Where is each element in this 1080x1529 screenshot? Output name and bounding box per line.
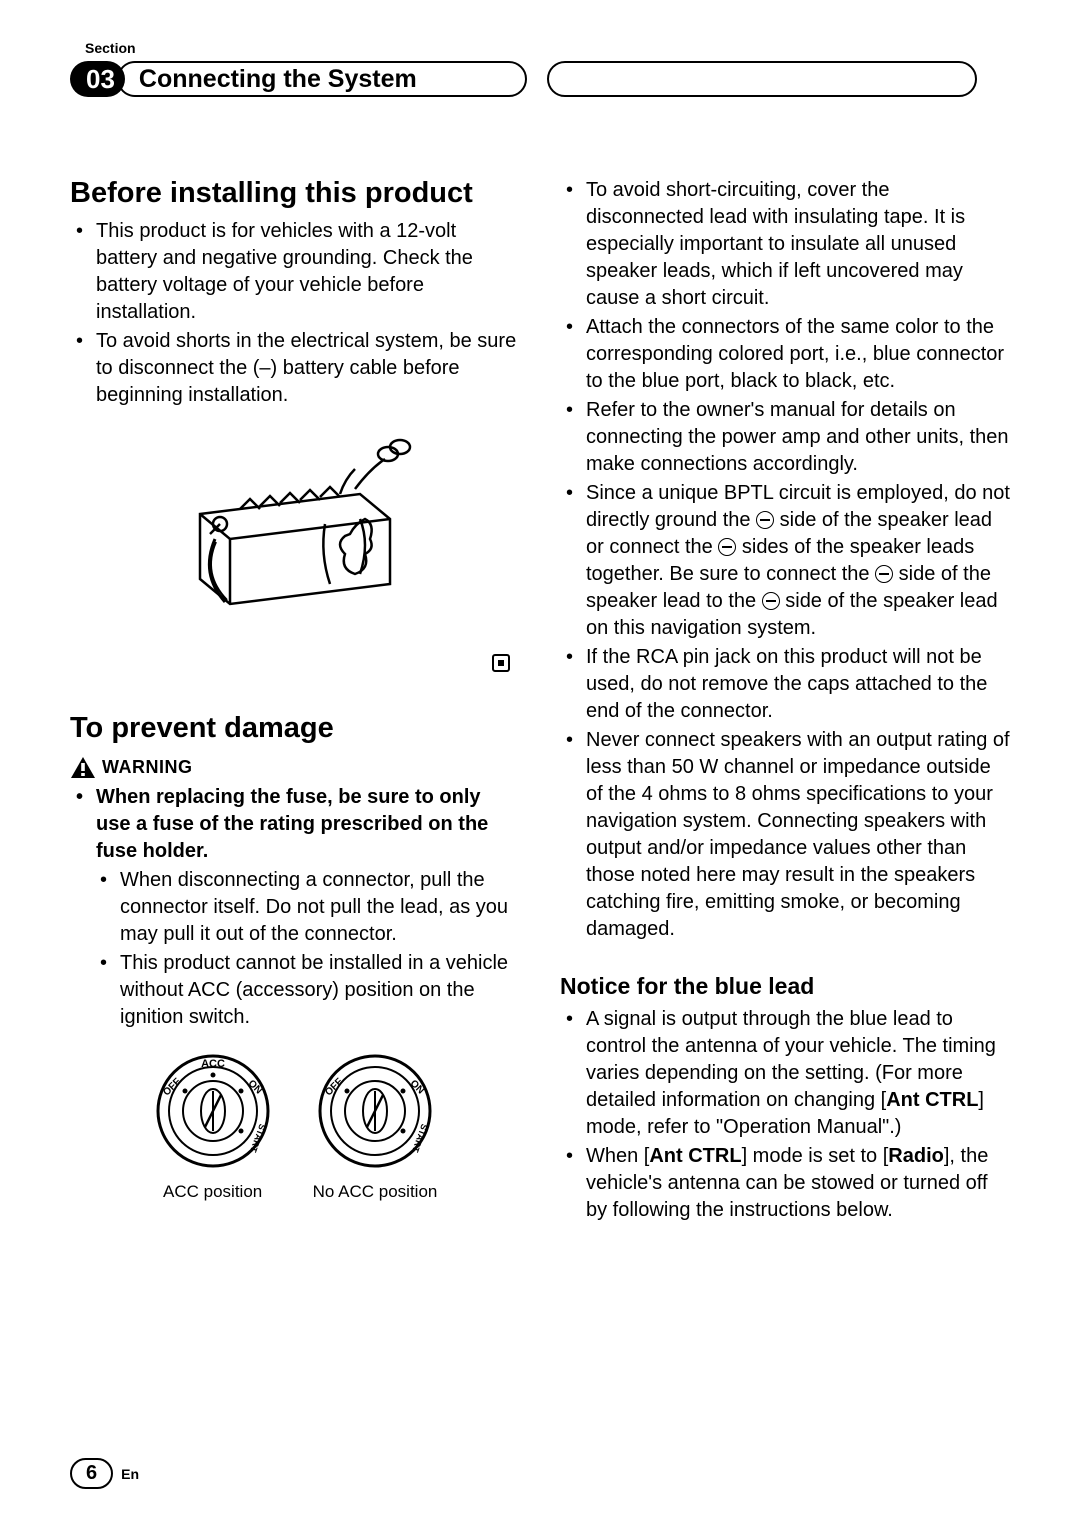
right-bullet-1: Attach the connectors of the same color … <box>586 314 1010 395</box>
svg-text:OFF: OFF <box>323 1076 345 1098</box>
battery-svg <box>160 424 430 624</box>
heading-before-installing: Before installing this product <box>70 177 520 210</box>
warning-sub-0: When disconnecting a connector, pull the… <box>120 867 520 948</box>
page-header: 03 Connecting the System <box>70 61 1010 97</box>
right-bullet-0: To avoid short-circuiting, cover the dis… <box>586 177 1010 312</box>
minus-icon <box>718 538 736 556</box>
section-title-pill: Connecting the System <box>117 61 527 97</box>
noacc-caption: No ACC position <box>313 1182 438 1202</box>
ignition-figures: ACC ON OFF START ACC position <box>70 1051 520 1202</box>
section-end-icon <box>492 654 510 672</box>
svg-text:ON: ON <box>245 1078 263 1096</box>
svg-text:OFF: OFF <box>161 1076 183 1098</box>
left-column: Before installing this product This prod… <box>70 177 520 1226</box>
right-bullets: To avoid short-circuiting, cover the dis… <box>560 177 1010 943</box>
section-number-badge: 03 <box>70 61 125 97</box>
warning-bullets: When replacing the fuse, be sure to only… <box>70 784 520 865</box>
section-label: Section <box>85 40 1010 56</box>
minus-icon <box>756 511 774 529</box>
page-footer: 6 En <box>70 1458 139 1489</box>
heading-prevent-damage: To prevent damage <box>70 712 520 745</box>
blue-lead-bullets: A signal is output through the blue lead… <box>560 1006 1010 1224</box>
intro-bullet-1: To avoid shorts in the electrical system… <box>96 328 520 409</box>
right-bullet-5: Never connect speakers with an output ra… <box>586 727 1010 943</box>
intro-bullet-0: This product is for vehicles with a 12-v… <box>96 218 520 326</box>
warning-sub-1: This product cannot be installed in a ve… <box>120 950 520 1031</box>
language-label: En <box>121 1466 139 1482</box>
noacc-position-figure: ON OFF START No ACC position <box>313 1051 438 1202</box>
content-columns: Before installing this product This prod… <box>70 177 1010 1226</box>
svg-text:ON: ON <box>408 1078 426 1096</box>
acc-caption: ACC position <box>153 1182 273 1202</box>
minus-icon <box>762 592 780 610</box>
right-bullet-4: If the RCA pin jack on this product will… <box>586 644 1010 725</box>
blue-lead-bullet-0: A signal is output through the blue lead… <box>586 1006 1010 1141</box>
warning-bold-bullet: When replacing the fuse, be sure to only… <box>96 784 520 865</box>
right-bullet-2: Refer to the owner's manual for details … <box>586 397 1010 478</box>
empty-pill <box>547 61 977 97</box>
warning-label: WARNING <box>102 757 193 778</box>
warning-row: WARNING <box>70 756 520 780</box>
right-bullet-bptl: Since a unique BPTL circuit is employed,… <box>586 480 1010 642</box>
intro-bullets: This product is for vehicles with a 12-v… <box>70 218 520 409</box>
svg-text:START: START <box>248 1122 268 1153</box>
page-number: 6 <box>70 1458 113 1489</box>
warning-triangle-icon <box>70 756 96 780</box>
blue-lead-bullet-1: When [Ant CTRL] mode is set to [Radio], … <box>586 1143 1010 1224</box>
minus-icon <box>875 565 893 583</box>
battery-figure <box>70 424 520 629</box>
ignition-acc-svg: ACC ON OFF START <box>153 1051 273 1171</box>
ignition-noacc-svg: ON OFF START <box>315 1051 435 1171</box>
heading-blue-lead: Notice for the blue lead <box>560 973 1010 1000</box>
warning-sub-bullets: When disconnecting a connector, pull the… <box>70 867 520 1031</box>
svg-text:START: START <box>410 1122 430 1153</box>
svg-text:ACC: ACC <box>201 1058 225 1070</box>
right-column: To avoid short-circuiting, cover the dis… <box>560 177 1010 1226</box>
acc-position-figure: ACC ON OFF START ACC position <box>153 1051 273 1202</box>
